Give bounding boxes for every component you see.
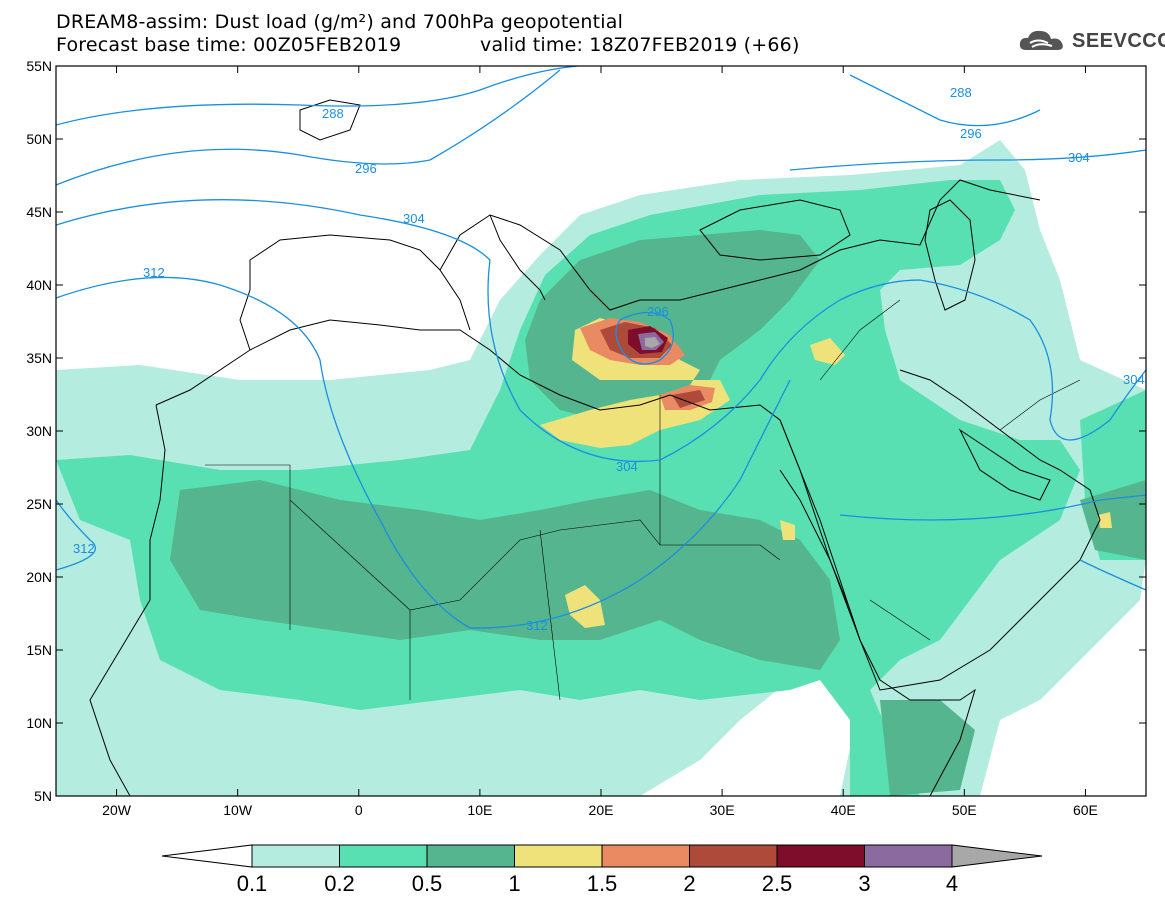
lat-tick-label: 45N [26, 204, 52, 220]
contour-312-east [839, 494, 1146, 521]
valid-time: valid time: 18Z07FEB2019 (+66) [480, 34, 800, 56]
colorbar-segment [689, 844, 778, 868]
colorbar-label: 1.5 [587, 871, 618, 896]
contour-label: 296 [355, 161, 377, 176]
lon-tick-label: 60E [1073, 802, 1098, 818]
dust-field [56, 140, 1146, 796]
contour-312-southeast [1079, 559, 1146, 591]
contour-low [615, 311, 674, 365]
uk-coast [299, 99, 361, 141]
colorbar-label: 2.5 [762, 871, 793, 896]
contour-label: 304 [403, 211, 425, 226]
lat-tick-label: 10N [26, 715, 52, 731]
europe-coast [439, 179, 1041, 311]
contour-label: 288 [950, 85, 972, 100]
colorbar: 0.1 0.2 0.5 1 1.5 2 2.5 3 4 [161, 844, 1043, 896]
lat-tick-label: 40N [26, 277, 52, 293]
lon-tick-label: 40E [831, 802, 856, 818]
colorbar-label: 3 [858, 871, 870, 896]
contour-labels: 288 296 304 312 288 296 304 312 304 312 … [73, 85, 1145, 633]
lon-tick-label: 0 [355, 802, 363, 818]
chart-title: DREAM8-assim: Dust load (g/m²) and 700hP… [56, 11, 624, 33]
seevccc-logo: SEEVCCC [1018, 28, 1165, 54]
colorbar-segment [514, 844, 603, 868]
contour-label: 288 [322, 106, 344, 121]
colorbar-segment [864, 844, 953, 868]
colorbar-label: 2 [683, 871, 695, 896]
contour-304 [56, 199, 1146, 463]
logo-text: SEEVCCC [1072, 29, 1165, 52]
lon-tick-label: 50E [952, 802, 977, 818]
lat-tick-label: 25N [26, 496, 52, 512]
colorbar-segment [426, 844, 515, 868]
black-sea [699, 199, 851, 261]
lon-tick-label: 20W [102, 802, 132, 818]
contour-296-east [849, 74, 1041, 127]
contour-label: 296 [960, 126, 982, 141]
longitude-axis: 20W 10W 0 10E 20E 30E 40E 50E 60E [102, 66, 1098, 818]
lat-tick-label: 50N [26, 131, 52, 147]
contour-label: 304 [1123, 372, 1145, 387]
colorbar-label: 0.5 [412, 871, 443, 896]
contour-label: 312 [73, 541, 95, 556]
lat-tick-label: 5N [34, 788, 52, 804]
colorbar-segment [776, 844, 865, 868]
colorbar-label: 0.1 [237, 871, 268, 896]
red-sea [779, 469, 861, 641]
lat-tick-label: 15N [26, 642, 52, 658]
colorbar-label: 1 [508, 871, 520, 896]
lat-tick-label: 30N [26, 423, 52, 439]
contour-label: 304 [1068, 150, 1090, 165]
lat-tick-label: 55N [26, 58, 52, 74]
colorbar-segment [601, 844, 690, 868]
colorbar-segment [339, 844, 428, 868]
contour-label: 312 [143, 265, 165, 280]
lon-tick-label: 20E [589, 802, 614, 818]
colorbar-label: 0.2 [324, 871, 355, 896]
cloud-logo-icon [1019, 30, 1063, 50]
dust-level-1 [540, 318, 730, 448]
borders [205, 299, 1081, 701]
iberia-coast [239, 234, 471, 351]
dust-level-4 [645, 337, 660, 348]
lon-tick-label: 10E [467, 802, 492, 818]
contour-label: 296 [647, 304, 669, 319]
contour-312 [56, 276, 791, 629]
italy-coast [489, 214, 546, 301]
africa-coast [155, 319, 976, 796]
colorbar-label: 4 [946, 871, 958, 896]
persian-gulf [958, 428, 1051, 501]
colorbar-upper-arrow [951, 844, 1043, 868]
latitude-axis: 55N 50N 45N 40N 35N 30N 25N 20N 15N 10N 5N [26, 58, 1146, 804]
contour-312-west [56, 499, 96, 571]
contour-288-west [56, 66, 620, 126]
caspian-sea [924, 199, 976, 311]
contour-296-west [56, 69, 561, 186]
lat-tick-label: 20N [26, 569, 52, 585]
lat-tick-label: 35N [26, 350, 52, 366]
dust-level-0.5 [170, 480, 840, 670]
colorbar-segment [251, 844, 340, 868]
geopotential-contours [56, 66, 1146, 629]
contour-label: 312 [526, 618, 548, 633]
contour-label: 304 [616, 459, 638, 474]
lon-tick-label: 10W [223, 802, 253, 818]
africa-west-coast [89, 404, 166, 796]
colorbar-lower-arrow [161, 844, 253, 868]
forecast-base-time: Forecast base time: 00Z05FEB2019 [56, 34, 402, 56]
contour-304-east [789, 149, 1146, 171]
lon-tick-label: 30E [710, 802, 735, 818]
